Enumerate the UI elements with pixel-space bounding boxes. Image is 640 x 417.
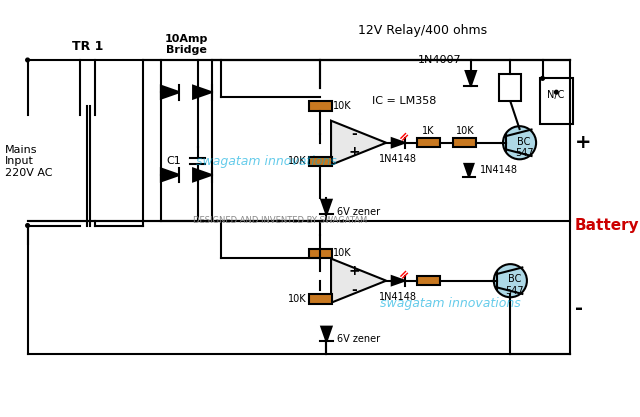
Polygon shape	[466, 71, 476, 86]
Polygon shape	[331, 259, 386, 303]
Polygon shape	[161, 86, 179, 98]
Text: TR 1: TR 1	[72, 40, 103, 53]
Text: C1: C1	[166, 156, 181, 166]
Bar	[308, 294, 332, 304]
Polygon shape	[321, 200, 332, 214]
Text: BC
547: BC 547	[506, 274, 524, 296]
Circle shape	[26, 58, 29, 62]
Text: -: -	[351, 283, 357, 297]
Text: 1N4148: 1N4148	[379, 292, 417, 302]
Text: Battery: Battery	[575, 218, 639, 233]
Text: 10K: 10K	[288, 156, 307, 166]
Polygon shape	[321, 327, 332, 342]
Text: 1N4148: 1N4148	[480, 165, 518, 175]
Polygon shape	[193, 86, 211, 98]
Text: 10K: 10K	[288, 294, 307, 304]
Bar	[417, 138, 440, 147]
Text: IC = LM358: IC = LM358	[372, 96, 437, 106]
Bar	[453, 138, 476, 147]
Circle shape	[541, 77, 545, 80]
Text: BC
547: BC 547	[515, 136, 534, 158]
Text: DESIGNED AND INVENTED BY SWAGATAM: DESIGNED AND INVENTED BY SWAGATAM	[193, 216, 367, 226]
Circle shape	[26, 224, 29, 227]
Text: Mains
Input
220V AC: Mains Input 220V AC	[4, 145, 52, 178]
Text: swagatam innovations: swagatam innovations	[380, 297, 521, 310]
Text: -: -	[575, 299, 583, 318]
Text: +: +	[575, 133, 591, 152]
Text: 10K: 10K	[333, 101, 352, 111]
Bar	[308, 101, 332, 111]
Bar	[540, 78, 573, 124]
Text: swagatam innovations: swagatam innovations	[196, 155, 337, 168]
Text: 10K: 10K	[333, 248, 352, 258]
Polygon shape	[465, 164, 474, 177]
Text: +: +	[348, 264, 360, 279]
Bar	[417, 276, 440, 285]
Polygon shape	[331, 121, 386, 165]
Polygon shape	[392, 276, 404, 285]
Text: 10Amp
Bridge: 10Amp Bridge	[165, 34, 209, 55]
Text: 1N4007: 1N4007	[418, 55, 461, 65]
Polygon shape	[193, 168, 211, 181]
Polygon shape	[392, 138, 404, 147]
Circle shape	[503, 126, 536, 159]
Text: N/C: N/C	[547, 90, 564, 100]
Text: 6V zener: 6V zener	[337, 207, 381, 217]
Bar	[308, 156, 332, 166]
Text: +: +	[348, 145, 360, 159]
Bar	[308, 249, 332, 258]
Circle shape	[494, 264, 527, 297]
Text: 10K: 10K	[456, 126, 474, 136]
Circle shape	[554, 90, 558, 94]
Text: 1N4148: 1N4148	[379, 154, 417, 164]
Text: -: -	[351, 126, 357, 141]
Bar	[499, 74, 522, 101]
Text: 6V zener: 6V zener	[337, 334, 381, 344]
Text: 1K: 1K	[422, 126, 435, 136]
Polygon shape	[161, 168, 179, 181]
Text: 12V Relay/400 ohms: 12V Relay/400 ohms	[358, 24, 488, 37]
